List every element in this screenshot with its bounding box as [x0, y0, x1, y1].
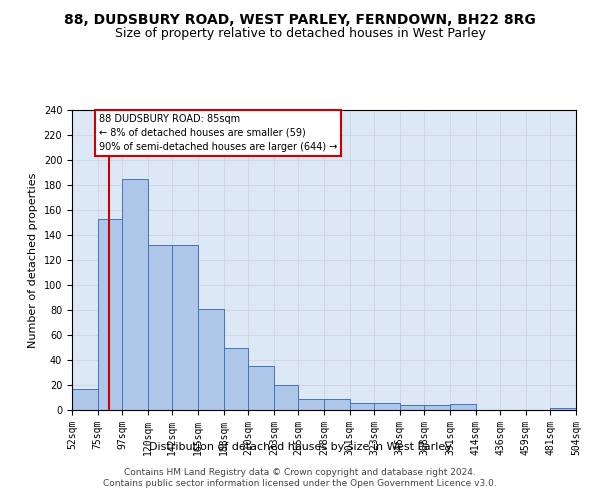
- Bar: [98, 219, 122, 410]
- Bar: [122, 179, 148, 410]
- Bar: [424, 405, 450, 410]
- Bar: [298, 399, 324, 410]
- Bar: [400, 405, 424, 410]
- Bar: [198, 308, 224, 410]
- Bar: [148, 245, 172, 410]
- Bar: [72, 389, 98, 410]
- Bar: [450, 404, 476, 410]
- Bar: [274, 385, 298, 410]
- Bar: [172, 245, 198, 410]
- Bar: [350, 402, 374, 410]
- Bar: [324, 399, 350, 410]
- Text: Size of property relative to detached houses in West Parley: Size of property relative to detached ho…: [115, 28, 485, 40]
- Text: Contains HM Land Registry data © Crown copyright and database right 2024.
Contai: Contains HM Land Registry data © Crown c…: [103, 468, 497, 487]
- Bar: [248, 366, 274, 410]
- Bar: [224, 348, 248, 410]
- Text: Distribution of detached houses by size in West Parley: Distribution of detached houses by size …: [149, 442, 451, 452]
- Y-axis label: Number of detached properties: Number of detached properties: [28, 172, 38, 348]
- Bar: [550, 408, 576, 410]
- Text: 88, DUDSBURY ROAD, WEST PARLEY, FERNDOWN, BH22 8RG: 88, DUDSBURY ROAD, WEST PARLEY, FERNDOWN…: [64, 12, 536, 26]
- Bar: [374, 402, 400, 410]
- Text: 88 DUDSBURY ROAD: 85sqm
← 8% of detached houses are smaller (59)
90% of semi-det: 88 DUDSBURY ROAD: 85sqm ← 8% of detached…: [99, 114, 337, 152]
